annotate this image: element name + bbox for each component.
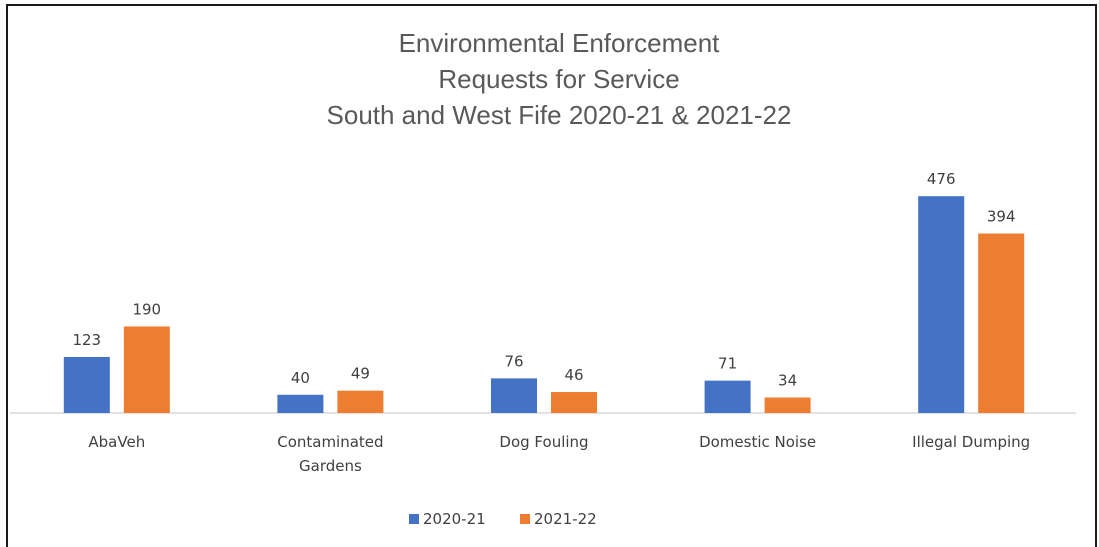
bar-2021-22-3 (764, 397, 811, 413)
data-label: 190 (132, 300, 161, 318)
bar-2021-22-0 (123, 326, 170, 413)
legend-swatch-2021-22 (520, 514, 530, 524)
chart-title-line: Environmental Enforcement (399, 28, 721, 58)
category-label: Gardens (299, 457, 362, 475)
legend-label: 2021-22 (534, 510, 597, 528)
category-label: Contaminated (277, 433, 383, 451)
data-label: 34 (778, 372, 797, 390)
category-label: Dog Fouling (499, 433, 588, 451)
bar-2021-22-4 (978, 233, 1025, 413)
bar-2020-21-0 (63, 356, 110, 413)
bar-2020-21-4 (918, 196, 965, 413)
data-label: 476 (927, 170, 956, 188)
bar-2021-22-2 (551, 392, 597, 413)
data-label: 76 (504, 352, 523, 370)
data-label: 123 (72, 331, 101, 349)
category-label: Illegal Dumping (912, 433, 1030, 451)
chart-frame: Environmental Enforcement Requests for Se… (6, 4, 1097, 547)
legend-label: 2020-21 (423, 510, 486, 528)
category-label: AbaVeh (88, 433, 145, 451)
data-label: 46 (564, 366, 583, 384)
data-label: 49 (351, 365, 370, 383)
legend-swatch-2020-21 (409, 514, 419, 524)
bar-2021-22-1 (337, 390, 384, 413)
chart-title-line: South and West Fife 2020-21 & 2021-22 (327, 100, 792, 130)
category-label: Domestic Noise (699, 433, 816, 451)
data-label: 71 (718, 355, 737, 373)
bar-2020-21-2 (491, 378, 537, 413)
data-label: 40 (291, 369, 310, 387)
data-label: 394 (987, 208, 1016, 226)
bar-2020-21-3 (704, 380, 751, 413)
chart-title-line: Requests for Service (438, 64, 679, 94)
bar-chart: Environmental Enforcement Requests for Se… (10, 28, 1076, 528)
bar-2020-21-1 (277, 394, 324, 413)
